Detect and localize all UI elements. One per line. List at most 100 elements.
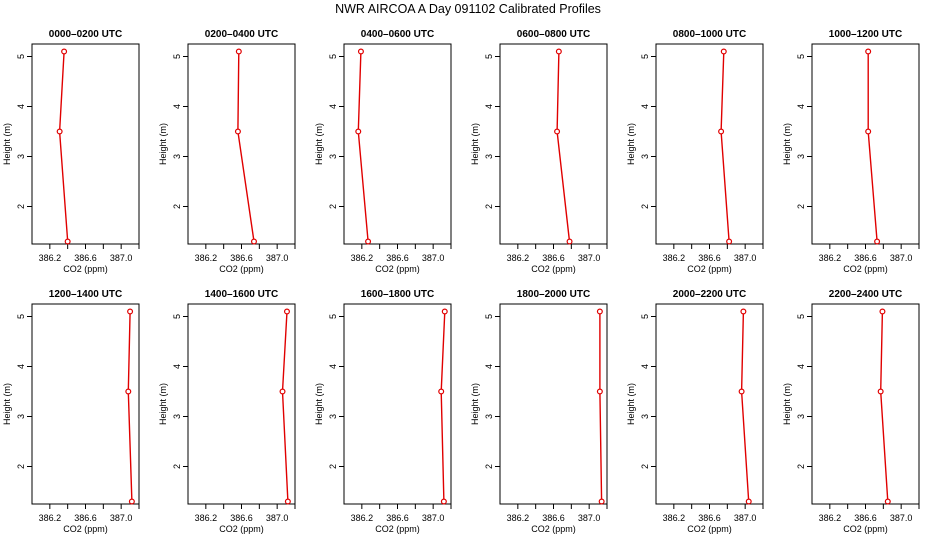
- y-tick-label: 4: [328, 104, 338, 109]
- x-tick-label: 386.2: [663, 513, 686, 523]
- x-tick-label: 386.2: [507, 513, 530, 523]
- y-axis-title: Height (m): [314, 123, 324, 165]
- profile-line: [127, 311, 133, 502]
- x-tick-label: 386.2: [507, 253, 530, 263]
- y-tick-label: 5: [172, 314, 182, 319]
- y-tick-label: 2: [484, 204, 494, 209]
- y-tick-label: 3: [16, 414, 26, 419]
- profile-point: [879, 308, 886, 315]
- profile-line: [720, 51, 730, 242]
- y-tick-label: 3: [484, 154, 494, 159]
- panel-title: 0000–0200 UTC: [49, 29, 122, 40]
- plot-frame: [499, 43, 608, 245]
- plot-frame: [187, 303, 296, 505]
- x-tick-label: 387.0: [266, 253, 289, 263]
- profile-point: [874, 238, 881, 245]
- panel-title: 0600–0800 UTC: [517, 29, 590, 40]
- profile-point: [438, 388, 445, 395]
- profile-point: [235, 48, 242, 55]
- y-axis-title: Height (m): [626, 383, 636, 425]
- x-tick-label: 386.6: [74, 513, 97, 523]
- y-tick-label: 5: [796, 314, 806, 319]
- y-tick-label: 5: [172, 54, 182, 59]
- x-tick-label: 386.6: [854, 253, 877, 263]
- profile-line: [556, 51, 571, 242]
- y-tick-label: 2: [796, 204, 806, 209]
- x-axis-title: CO2 (ppm): [219, 264, 264, 274]
- x-axis-title: CO2 (ppm): [375, 264, 420, 274]
- y-axis-title: Height (m): [158, 383, 168, 425]
- profile-panel-8: 1400–1600 UTC 386.2 386.6 387.0 2 3 4 5 CO2 (ppm…: [158, 289, 296, 534]
- y-tick-label: 5: [484, 54, 494, 59]
- y-axis-title: Height (m): [626, 123, 636, 165]
- x-tick-label: 386.6: [74, 253, 97, 263]
- y-tick-label: 2: [16, 464, 26, 469]
- x-tick-label: 387.0: [734, 513, 757, 523]
- profile-point: [441, 308, 448, 315]
- x-axis-title: CO2 (ppm): [687, 264, 732, 274]
- x-tick-label: 387.0: [734, 253, 757, 263]
- x-tick-label: 386.6: [230, 513, 253, 523]
- y-axis-title: Height (m): [470, 383, 480, 425]
- profile-line: [879, 311, 889, 502]
- profile-point: [284, 498, 291, 505]
- x-tick-label: 386.6: [386, 513, 409, 523]
- profile-line: [740, 311, 750, 502]
- plot-frame: [499, 303, 608, 505]
- profile-point: [745, 498, 752, 505]
- x-tick-label: 386.6: [698, 513, 721, 523]
- y-tick-label: 5: [640, 314, 650, 319]
- profile-point: [555, 48, 562, 55]
- profile-point: [884, 498, 891, 505]
- x-tick-label: 386.6: [698, 253, 721, 263]
- y-tick-label: 5: [328, 314, 338, 319]
- x-axis-title: CO2 (ppm): [63, 524, 108, 534]
- x-axis-title: CO2 (ppm): [63, 264, 108, 274]
- y-tick-label: 5: [16, 54, 26, 59]
- x-tick-label: 386.6: [542, 513, 565, 523]
- y-tick-label: 4: [16, 104, 26, 109]
- profile-point: [357, 48, 364, 55]
- x-tick-label: 387.0: [890, 253, 913, 263]
- x-tick-label: 386.6: [230, 253, 253, 263]
- plot-frame: [343, 303, 452, 505]
- profile-point: [234, 128, 241, 135]
- profile-line: [237, 51, 255, 242]
- profile-panel-7: 1200–1400 UTC 386.2 386.6 387.0 2 3 4 5 CO2 (ppm…: [2, 289, 140, 534]
- x-tick-label: 386.2: [195, 513, 218, 523]
- x-tick-label: 386.6: [386, 253, 409, 263]
- profile-panel-12: 2200–2400 UTC 386.2 386.6 387.0 2 3 4 5 CO2 (ppm…: [782, 289, 920, 534]
- panel-title: 0400–0600 UTC: [361, 29, 434, 40]
- y-axis-title: Height (m): [782, 123, 792, 165]
- y-tick-label: 3: [328, 154, 338, 159]
- y-tick-label: 2: [172, 204, 182, 209]
- panel-title: 1400–1600 UTC: [205, 289, 278, 300]
- panel-title: 1000–1200 UTC: [829, 29, 902, 40]
- y-tick-label: 2: [16, 204, 26, 209]
- profile-point: [61, 48, 68, 55]
- y-axis-title: Height (m): [2, 123, 12, 165]
- profile-point: [279, 388, 286, 395]
- x-tick-label: 386.2: [39, 253, 62, 263]
- x-axis-title: CO2 (ppm): [687, 524, 732, 534]
- x-axis-title: CO2 (ppm): [843, 264, 888, 274]
- x-tick-label: 387.0: [110, 253, 133, 263]
- profile-panel-6: 1000–1200 UTC 386.2 386.6 387.0 2 3 4 5 CO2 (ppm…: [782, 29, 920, 274]
- y-tick-label: 3: [328, 414, 338, 419]
- profile-panel-10: 1800–2000 UTC 386.2 386.6 387.0 2 3 4 5 CO2 (ppm…: [470, 289, 608, 534]
- profile-point: [596, 388, 603, 395]
- x-tick-label: 386.2: [195, 253, 218, 263]
- x-tick-label: 386.2: [351, 253, 374, 263]
- profile-point: [740, 308, 747, 315]
- x-axis-title: CO2 (ppm): [219, 524, 264, 534]
- profile-point: [283, 308, 290, 315]
- x-axis-title: CO2 (ppm): [531, 264, 576, 274]
- profile-point: [355, 128, 362, 135]
- y-tick-label: 2: [328, 204, 338, 209]
- plot-frame: [31, 303, 140, 505]
- y-tick-label: 2: [484, 464, 494, 469]
- profile-point: [250, 238, 257, 245]
- y-tick-label: 5: [328, 54, 338, 59]
- y-tick-label: 4: [172, 364, 182, 369]
- profile-point: [865, 48, 872, 55]
